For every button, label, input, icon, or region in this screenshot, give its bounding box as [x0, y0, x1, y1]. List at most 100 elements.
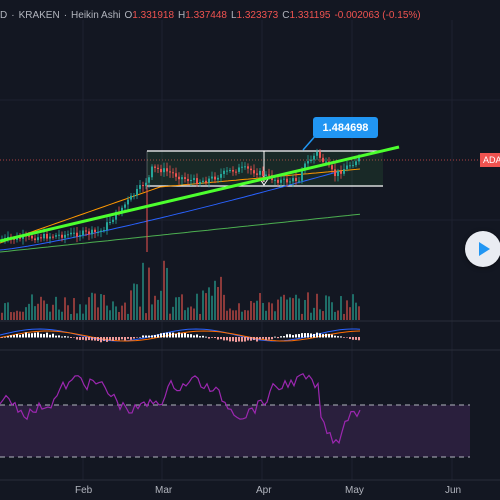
volume-bar: [28, 303, 30, 320]
macd-histogram-bar: [325, 333, 327, 338]
volume-bar: [52, 304, 54, 320]
play-icon: [479, 242, 490, 256]
close-value: 1.331195: [289, 9, 331, 21]
time-axis-label-may: May: [345, 485, 364, 496]
macd-histogram-bar: [106, 337, 108, 342]
volume-bar: [1, 312, 3, 320]
candle-body: [49, 236, 51, 239]
volume-bar: [289, 297, 291, 320]
volume-bar: [358, 306, 360, 320]
macd-histogram-bar: [226, 337, 228, 341]
volume-bar: [280, 296, 282, 320]
candle-body: [283, 178, 285, 180]
candle-body: [88, 231, 90, 235]
macd-histogram-bar: [4, 336, 6, 338]
macd-histogram-bar: [91, 337, 93, 341]
macd-histogram-bar: [190, 334, 192, 338]
volume-bar: [211, 295, 213, 320]
candle-body: [106, 222, 108, 230]
volume-bar: [157, 299, 159, 320]
symbol-fragment: D: [0, 9, 8, 21]
candle-body: [316, 151, 318, 156]
chart-style-label: Heikin Ashi: [71, 9, 121, 21]
macd-histogram-bar: [121, 337, 123, 340]
volume-bar: [13, 312, 15, 320]
close-label: C: [282, 9, 290, 21]
time-axis-label-jun: Jun: [445, 485, 462, 496]
candle-body: [232, 170, 234, 172]
volume-bar: [337, 310, 339, 320]
volume-bar: [178, 297, 180, 320]
trendline[interactable]: [0, 145, 400, 243]
candle-body: [100, 230, 102, 232]
scroll-to-realtime-button[interactable]: [465, 231, 500, 267]
candle-body: [94, 229, 96, 233]
macd-histogram-bar: [280, 336, 282, 338]
macd-histogram-bar: [178, 332, 180, 338]
volume-bar: [313, 307, 315, 320]
volume-bar: [142, 262, 144, 320]
candle-body: [124, 204, 126, 208]
candle-body: [196, 178, 198, 184]
macd-histogram-bar: [322, 334, 324, 338]
ma-mid-line: [0, 170, 341, 251]
candle-body: [322, 157, 324, 162]
volume-bar: [94, 293, 96, 320]
volume-bar: [85, 304, 87, 320]
macd-histogram-bar: [298, 334, 300, 338]
macd-histogram-bar: [205, 336, 207, 338]
candle-body: [187, 178, 189, 182]
volume-bar: [100, 294, 102, 320]
candle-body: [163, 168, 165, 173]
candle-body: [79, 235, 81, 237]
volume-bar: [196, 293, 198, 320]
volume-bar: [70, 313, 72, 320]
candle-body: [115, 211, 117, 220]
candle-body: [238, 167, 240, 172]
candle-body: [73, 232, 75, 234]
volume-bar: [112, 301, 114, 320]
volume-bar: [43, 300, 45, 320]
candle-body: [181, 177, 183, 180]
macd-histogram-bar: [295, 334, 297, 338]
candle-body: [202, 180, 204, 182]
price-callout[interactable]: 1.484698: [313, 117, 378, 138]
candle-body: [268, 174, 270, 176]
candle-body: [226, 170, 228, 172]
macd-histogram-bar: [208, 337, 210, 339]
candle-body: [85, 230, 87, 232]
macd-histogram-bar: [331, 334, 333, 338]
macd-histogram-bar: [31, 333, 33, 338]
volume-bar: [241, 311, 243, 320]
candle-body: [82, 230, 84, 236]
volume-bar: [91, 292, 93, 320]
volume-bar: [307, 292, 309, 320]
macd-histogram-bar: [55, 335, 57, 338]
volume-bar: [25, 307, 27, 320]
high-label: H: [178, 9, 186, 21]
macd-histogram-bar: [286, 334, 288, 338]
macd-histogram-bar: [7, 336, 9, 338]
candle-body: [235, 171, 237, 173]
macd-histogram-bar: [37, 332, 39, 338]
volume-bar: [109, 310, 111, 320]
macd-histogram-bar: [268, 337, 270, 340]
macd-histogram-bar: [112, 337, 114, 341]
volume-bar: [268, 302, 270, 320]
volume-bar: [220, 276, 222, 320]
volume-bar: [199, 313, 201, 320]
macd-histogram-bar: [358, 337, 360, 341]
macd-histogram-bar: [127, 337, 129, 339]
candle-body: [67, 234, 69, 236]
ohlc-header: D · KRAKEN · Heikin Ashi O 1.331918 H 1.…: [0, 6, 425, 24]
macd-histogram-bar: [19, 334, 21, 338]
candle-body: [28, 235, 30, 237]
macd-histogram-bar: [277, 337, 279, 339]
macd-histogram-bar: [94, 337, 96, 341]
rsi-pane: [0, 373, 470, 458]
candle-body: [265, 174, 267, 176]
volume-bar: [190, 306, 192, 320]
macd-histogram-bar: [274, 336, 276, 338]
volume-bar: [97, 307, 99, 320]
